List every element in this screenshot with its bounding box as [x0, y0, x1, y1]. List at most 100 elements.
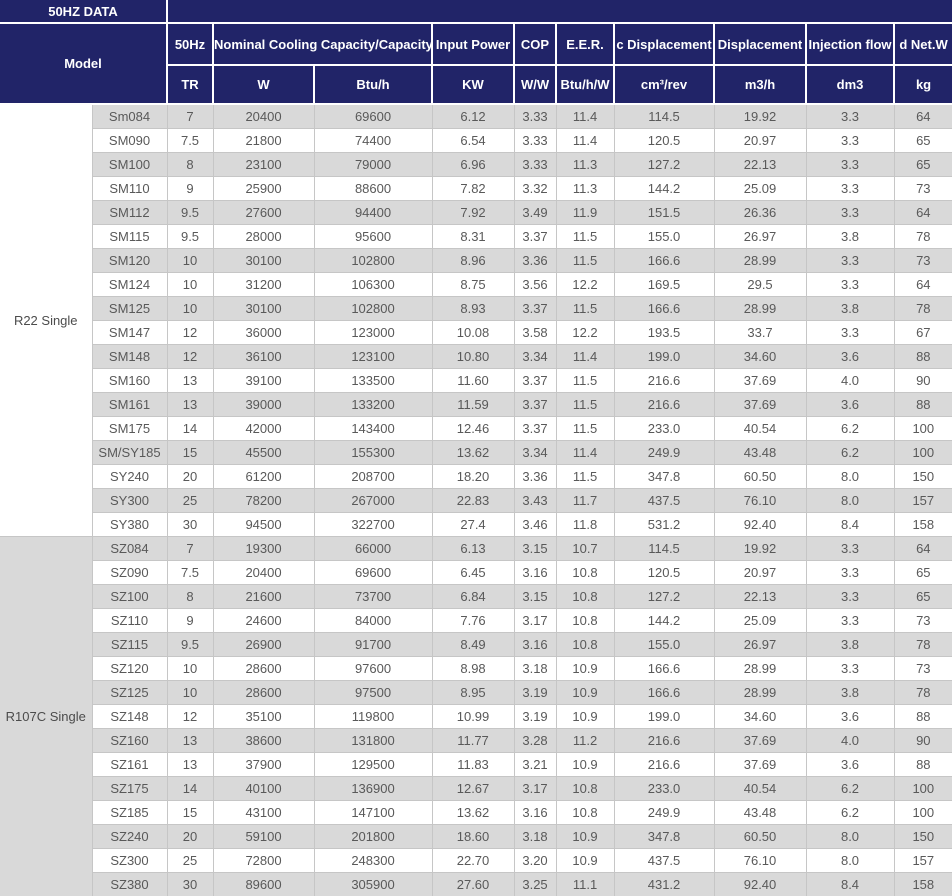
value-cell: 3.17: [514, 777, 556, 801]
value-cell: 25: [167, 849, 213, 873]
value-cell: 11.3: [556, 177, 614, 201]
value-cell: 4.0: [806, 729, 894, 753]
value-cell: 100: [894, 801, 952, 825]
value-cell: 88: [894, 393, 952, 417]
value-cell: 12: [167, 345, 213, 369]
value-cell: 3.16: [514, 633, 556, 657]
value-cell: 20400: [213, 104, 314, 129]
value-cell: 78200: [213, 489, 314, 513]
value-cell: 10: [167, 249, 213, 273]
col-header-cop: COP: [514, 23, 556, 65]
value-cell: 28000: [213, 225, 314, 249]
value-cell: 3.6: [806, 753, 894, 777]
value-cell: 30100: [213, 249, 314, 273]
value-cell: 40.54: [714, 417, 806, 441]
value-cell: 199.0: [614, 705, 714, 729]
value-cell: 216.6: [614, 369, 714, 393]
value-cell: 11.2: [556, 729, 614, 753]
value-cell: 3.20: [514, 849, 556, 873]
value-cell: 6.54: [432, 129, 514, 153]
value-cell: 91700: [314, 633, 432, 657]
value-cell: 78: [894, 681, 952, 705]
value-cell: 216.6: [614, 753, 714, 777]
value-cell: 157: [894, 489, 952, 513]
value-cell: 15: [167, 801, 213, 825]
value-cell: 3.37: [514, 225, 556, 249]
value-cell: 10.9: [556, 681, 614, 705]
col-header-displacement: Displacement: [714, 23, 806, 65]
value-cell: 39000: [213, 393, 314, 417]
value-cell: 95600: [314, 225, 432, 249]
value-cell: 8.0: [806, 825, 894, 849]
model-cell: SM147: [92, 321, 167, 345]
value-cell: 61200: [213, 465, 314, 489]
model-cell: SY380: [92, 513, 167, 537]
value-cell: 3.3: [806, 609, 894, 633]
value-cell: 11.8: [556, 513, 614, 537]
value-cell: 6.2: [806, 441, 894, 465]
unit-tr: TR: [167, 65, 213, 104]
value-cell: 19.92: [714, 537, 806, 561]
value-cell: 30: [167, 873, 213, 896]
model-cell: SM148: [92, 345, 167, 369]
value-cell: 26.97: [714, 633, 806, 657]
value-cell: 11.5: [556, 225, 614, 249]
value-cell: 3.32: [514, 177, 556, 201]
value-cell: 9: [167, 609, 213, 633]
value-cell: 199.0: [614, 345, 714, 369]
value-cell: 42000: [213, 417, 314, 441]
value-cell: 3.28: [514, 729, 556, 753]
value-cell: 3.15: [514, 585, 556, 609]
value-cell: 94400: [314, 201, 432, 225]
unit-btu-h-w: Btu/h/W: [556, 65, 614, 104]
value-cell: 40100: [213, 777, 314, 801]
value-cell: 10.08: [432, 321, 514, 345]
value-cell: 129500: [314, 753, 432, 777]
value-cell: 431.2: [614, 873, 714, 896]
value-cell: 60.50: [714, 465, 806, 489]
value-cell: 201800: [314, 825, 432, 849]
value-cell: 65: [894, 585, 952, 609]
value-cell: 11.5: [556, 393, 614, 417]
unit-w-w: W/W: [514, 65, 556, 104]
value-cell: 8.31: [432, 225, 514, 249]
value-cell: 10.8: [556, 585, 614, 609]
value-cell: 8.4: [806, 513, 894, 537]
value-cell: 3.33: [514, 104, 556, 129]
value-cell: 27.60: [432, 873, 514, 896]
value-cell: 119800: [314, 705, 432, 729]
unit-m3-h: m3/h: [714, 65, 806, 104]
value-cell: 10.9: [556, 657, 614, 681]
value-cell: 267000: [314, 489, 432, 513]
value-cell: 39100: [213, 369, 314, 393]
value-cell: 6.2: [806, 801, 894, 825]
value-cell: 8.93: [432, 297, 514, 321]
value-cell: 147100: [314, 801, 432, 825]
value-cell: 157: [894, 849, 952, 873]
value-cell: 88600: [314, 177, 432, 201]
value-cell: 37.69: [714, 369, 806, 393]
value-cell: 13: [167, 753, 213, 777]
value-cell: 6.96: [432, 153, 514, 177]
model-cell: SZ090: [92, 561, 167, 585]
value-cell: 28.99: [714, 297, 806, 321]
value-cell: 3.3: [806, 129, 894, 153]
value-cell: 11.77: [432, 729, 514, 753]
value-cell: 3.8: [806, 225, 894, 249]
value-cell: 30100: [213, 297, 314, 321]
value-cell: 127.2: [614, 585, 714, 609]
value-cell: 12: [167, 321, 213, 345]
value-cell: 26.36: [714, 201, 806, 225]
value-cell: 88: [894, 705, 952, 729]
value-cell: 28.99: [714, 657, 806, 681]
value-cell: 13.62: [432, 441, 514, 465]
value-cell: 3.46: [514, 513, 556, 537]
